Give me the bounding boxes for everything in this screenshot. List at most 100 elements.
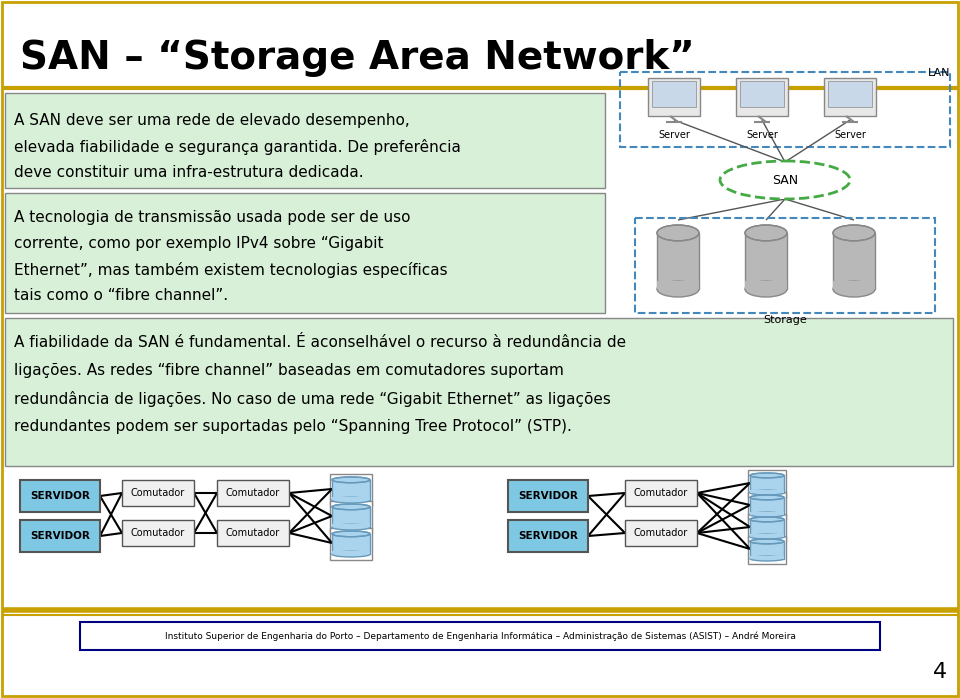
Text: Storage: Storage (763, 315, 806, 325)
Text: Server: Server (746, 130, 778, 140)
Bar (332, 507, 370, 527)
Text: SAN: SAN (772, 174, 798, 186)
Text: LAN: LAN (927, 68, 950, 78)
Bar (657, 281, 699, 289)
Ellipse shape (750, 512, 784, 517)
Ellipse shape (332, 504, 370, 510)
Bar (824, 78, 876, 116)
Text: deve constituir uma infra-estrutura dedicada.: deve constituir uma infra-estrutura dedi… (14, 165, 364, 180)
Ellipse shape (750, 495, 784, 500)
Ellipse shape (332, 551, 370, 557)
Bar (5, 93, 605, 188)
Bar (122, 480, 194, 506)
Bar (748, 470, 786, 498)
Text: SERVIDOR: SERVIDOR (30, 531, 90, 541)
Ellipse shape (745, 225, 787, 241)
Text: Comutador: Comutador (131, 528, 185, 538)
Bar (625, 520, 697, 546)
Bar (332, 480, 370, 500)
Bar (745, 281, 787, 289)
Text: redundantes podem ser suportadas pelo “Spanning Tree Protocol” (STP).: redundantes podem ser suportadas pelo “S… (14, 419, 572, 434)
Bar (625, 480, 697, 506)
Bar (750, 556, 784, 558)
Ellipse shape (332, 524, 370, 530)
Text: SERVIDOR: SERVIDOR (518, 531, 578, 541)
Bar (635, 218, 935, 313)
Ellipse shape (750, 473, 784, 478)
Bar (657, 233, 699, 289)
Bar (508, 480, 588, 512)
Bar (828, 81, 872, 107)
Bar (332, 551, 370, 554)
Bar (745, 233, 787, 289)
Text: Comutador: Comutador (226, 528, 280, 538)
Ellipse shape (332, 497, 370, 503)
Ellipse shape (833, 225, 875, 241)
Ellipse shape (750, 517, 784, 522)
Text: Comutador: Comutador (226, 488, 280, 498)
Ellipse shape (657, 281, 699, 297)
Text: A tecnologia de transmissão usada pode ser de uso: A tecnologia de transmissão usada pode s… (14, 210, 411, 225)
Bar (652, 81, 696, 107)
Bar (833, 233, 875, 289)
Bar (122, 520, 194, 546)
Bar (330, 501, 372, 533)
Text: SERVIDOR: SERVIDOR (30, 491, 90, 501)
Ellipse shape (833, 281, 875, 297)
Text: Instituto Superior de Engenharia do Porto – Departamento de Engenharia Informáti: Instituto Superior de Engenharia do Port… (164, 631, 796, 641)
Bar (750, 490, 784, 493)
Ellipse shape (332, 477, 370, 483)
Bar (217, 480, 289, 506)
Text: A SAN deve ser uma rede de elevado desempenho,: A SAN deve ser uma rede de elevado desem… (14, 113, 410, 128)
Text: corrente, como por exemplo IPv4 sobre “Gigabit: corrente, como por exemplo IPv4 sobre “G… (14, 236, 383, 251)
Bar (750, 498, 784, 514)
Ellipse shape (750, 534, 784, 539)
Text: ligações. As redes “fibre channel” baseadas em comutadores suportam: ligações. As redes “fibre channel” basea… (14, 363, 564, 378)
Text: redundância de ligações. No caso de uma rede “Gigabit Ethernet” as ligações: redundância de ligações. No caso de uma … (14, 391, 611, 407)
Bar (332, 534, 370, 554)
Bar (750, 519, 784, 537)
Text: Server: Server (834, 130, 866, 140)
Text: Comutador: Comutador (634, 488, 688, 498)
Bar (748, 514, 786, 542)
Bar (5, 318, 953, 466)
Bar (80, 622, 880, 650)
Bar (750, 475, 784, 493)
Bar (833, 281, 875, 289)
Bar (748, 536, 786, 564)
Text: SERVIDOR: SERVIDOR (518, 491, 578, 501)
Bar (740, 81, 784, 107)
Bar (750, 542, 784, 558)
Text: Server: Server (658, 130, 690, 140)
Text: Comutador: Comutador (634, 528, 688, 538)
Bar (20, 520, 100, 552)
Text: SAN – “Storage Area Network”: SAN – “Storage Area Network” (20, 39, 695, 77)
Bar (750, 512, 784, 514)
Ellipse shape (720, 161, 850, 199)
Bar (330, 474, 372, 506)
Bar (332, 497, 370, 500)
Text: A fiabilidade da SAN é fundamental. É aconselhável o recurso à redundância de: A fiabilidade da SAN é fundamental. É ac… (14, 335, 626, 350)
Ellipse shape (657, 225, 699, 241)
Text: tais como o “fibre channel”.: tais como o “fibre channel”. (14, 288, 228, 303)
Bar (332, 524, 370, 527)
Text: Ethernet”, mas também existem tecnologias específicas: Ethernet”, mas também existem tecnologia… (14, 262, 447, 278)
Text: 4: 4 (933, 662, 948, 682)
Bar (750, 534, 784, 537)
Ellipse shape (332, 531, 370, 537)
Bar (736, 78, 788, 116)
Ellipse shape (750, 556, 784, 561)
Ellipse shape (750, 539, 784, 544)
Bar (620, 72, 950, 147)
Ellipse shape (745, 281, 787, 297)
Bar (217, 520, 289, 546)
Ellipse shape (750, 490, 784, 495)
Text: elevada fiabilidade e segurança garantida. De preferência: elevada fiabilidade e segurança garantid… (14, 139, 461, 155)
Bar (508, 520, 588, 552)
Bar (648, 78, 700, 116)
Bar (5, 193, 605, 313)
Bar (748, 492, 786, 520)
Bar (330, 528, 372, 560)
Text: Comutador: Comutador (131, 488, 185, 498)
Bar (20, 480, 100, 512)
